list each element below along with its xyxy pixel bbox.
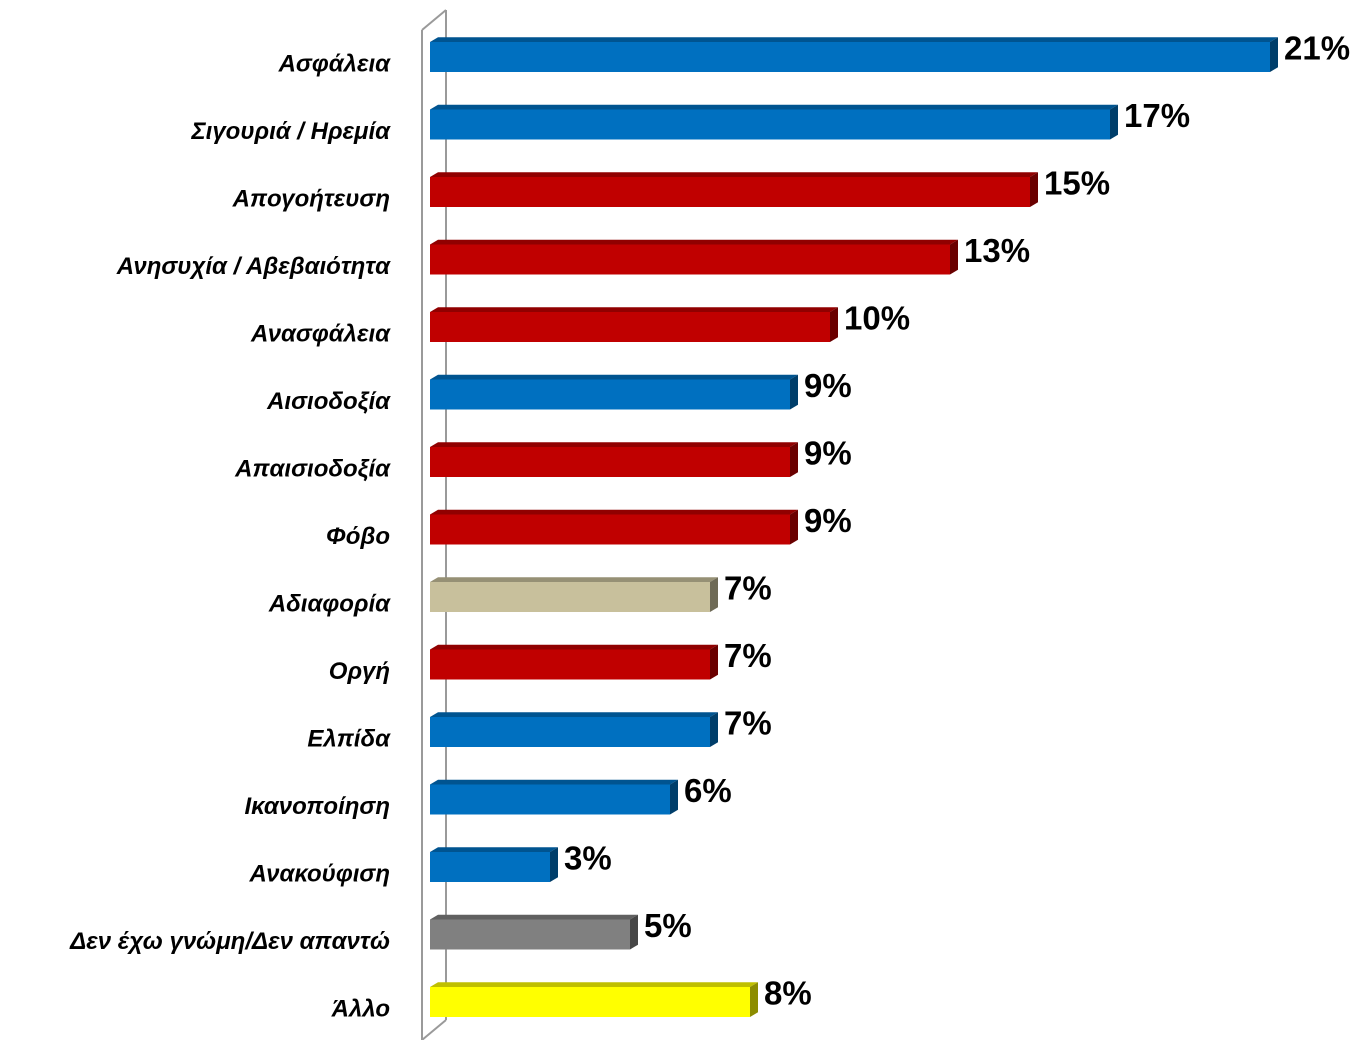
bar-face <box>430 379 790 410</box>
bar-side <box>790 374 798 410</box>
bar <box>430 779 678 815</box>
bar-side <box>1110 104 1118 140</box>
bar <box>430 712 718 747</box>
bar-side <box>710 577 718 612</box>
bar-face <box>430 987 750 1017</box>
bar-top <box>430 982 758 987</box>
category-label: Απογοήτευση <box>232 185 390 212</box>
value-label: 7% <box>724 570 772 607</box>
bar-face <box>430 312 830 342</box>
bar-face <box>430 109 1110 140</box>
bar-side <box>790 442 798 477</box>
category-label: Ασφάλεια <box>278 50 392 77</box>
value-label: 9% <box>804 502 852 539</box>
bar <box>430 374 798 410</box>
bar-side <box>790 509 798 545</box>
bar-top <box>430 239 958 245</box>
bar-top <box>430 104 1118 110</box>
value-label: 21% <box>1284 30 1350 67</box>
bar-side <box>1030 172 1038 207</box>
value-label: 5% <box>644 907 692 944</box>
value-label: 15% <box>1044 165 1110 202</box>
bar-top <box>430 577 718 582</box>
bar-face <box>430 852 550 882</box>
category-label: Φόβο <box>326 523 390 550</box>
category-label: Άλλο <box>331 995 390 1022</box>
bar-top <box>430 779 678 785</box>
bar-side <box>630 914 638 950</box>
bar-top <box>430 442 798 447</box>
bar-face <box>430 177 1030 207</box>
bar <box>430 847 558 882</box>
category-label: Ικανοποίηση <box>245 793 390 820</box>
category-label: Αισιοδοξία <box>266 388 391 415</box>
value-label: 8% <box>764 975 812 1012</box>
bar <box>430 577 718 612</box>
category-label: Ανησυχία / Αβεβαιότητα <box>116 253 391 280</box>
value-label: 9% <box>804 367 852 404</box>
category-label: Αδιαφορία <box>268 590 391 617</box>
category-label: Απαισιοδοξία <box>234 455 391 482</box>
category-label: Οργή <box>329 658 390 685</box>
bar-side <box>710 712 718 747</box>
value-label: 7% <box>724 637 772 674</box>
category-label: Ανασφάλεια <box>250 320 391 347</box>
category-label: Σιγουριά / Ηρεμία <box>191 118 392 145</box>
category-label: Ελπίδα <box>307 725 391 752</box>
value-label: 13% <box>964 232 1030 269</box>
bar-face <box>430 514 790 545</box>
bar-side <box>1270 37 1278 72</box>
bar-side <box>750 982 758 1017</box>
bar <box>430 644 718 680</box>
bar-top <box>430 307 838 312</box>
bar <box>430 104 1118 140</box>
bar <box>430 239 958 275</box>
value-label: 3% <box>564 840 612 877</box>
bar-side <box>950 239 958 275</box>
bar-top <box>430 374 798 380</box>
bar-face <box>430 447 790 477</box>
bar-top <box>430 509 798 515</box>
bar-face <box>430 919 630 950</box>
bar-side <box>670 779 678 815</box>
bar <box>430 37 1278 72</box>
bar <box>430 914 638 950</box>
value-label: 17% <box>1124 97 1190 134</box>
category-label: Δεν έχω γνώμη/Δεν απαντώ <box>69 928 390 955</box>
value-label: 6% <box>684 772 732 809</box>
bar-side <box>550 847 558 882</box>
bar-top <box>430 914 638 920</box>
bar-top <box>430 644 718 650</box>
bar <box>430 982 758 1017</box>
value-label: 9% <box>804 435 852 472</box>
bar-face <box>430 42 1270 72</box>
bar-top <box>430 172 1038 177</box>
bar-face <box>430 582 710 612</box>
bar-top <box>430 712 718 717</box>
bar-top <box>430 847 558 852</box>
bar-top <box>430 37 1278 42</box>
bar-face <box>430 717 710 747</box>
bar <box>430 442 798 477</box>
category-label: Ανακούφιση <box>248 860 390 887</box>
bar-face <box>430 784 670 815</box>
value-label: 7% <box>724 705 772 742</box>
bar-face <box>430 244 950 275</box>
bar-side <box>710 644 718 680</box>
bar <box>430 172 1038 207</box>
bar-side <box>830 307 838 342</box>
bar <box>430 307 838 342</box>
bar <box>430 509 798 545</box>
value-label: 10% <box>844 300 910 337</box>
bar-face <box>430 649 710 680</box>
